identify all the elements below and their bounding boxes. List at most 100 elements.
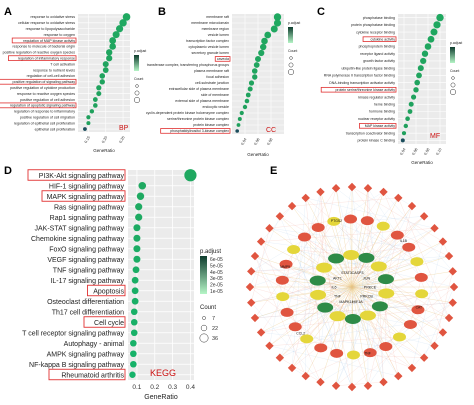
network-edge — [411, 332, 443, 368]
data-point — [130, 329, 138, 337]
network-node-diamond — [250, 251, 260, 261]
network-edge — [351, 206, 413, 288]
network-node-diamond — [247, 298, 256, 307]
data-point — [235, 129, 239, 133]
network-edge — [305, 354, 354, 377]
legend-title-size: Count — [134, 77, 143, 81]
network-node-diamond — [245, 282, 255, 292]
network-node-label: PRKCE — [364, 286, 377, 290]
network-node — [275, 275, 289, 285]
legend-size-dot — [202, 316, 206, 320]
category-label: receptor ligand activity — [360, 52, 395, 56]
data-point — [421, 50, 429, 57]
network-edge — [305, 197, 353, 288]
network-node — [378, 288, 395, 299]
data-point — [261, 37, 268, 45]
category-label: regulation of MAP kinase activity — [23, 39, 75, 43]
panel-a-go-bp: 0.15 0.20 0.25 GeneRatio response to oxidati… — [0, 13, 146, 153]
data-point — [135, 213, 143, 221]
network-node-diamond — [347, 182, 357, 192]
network-edge — [261, 332, 386, 347]
data-point — [251, 68, 258, 74]
network-node-diamond — [250, 313, 260, 323]
data-point — [244, 98, 250, 104]
category-label: Osteoclast differentiation — [47, 299, 124, 306]
panel-a-letter: A — [4, 6, 12, 18]
network-edge — [304, 236, 353, 288]
data-point — [130, 350, 137, 358]
network-node-label: CASP3 — [352, 271, 364, 275]
legend-size-dot — [287, 68, 295, 76]
network-edge — [269, 228, 409, 248]
network-node-diamond — [265, 224, 274, 233]
network-node — [309, 275, 326, 286]
x-tick-label: 0.4 — [186, 384, 195, 391]
category-label: Chemokine signaling pathway — [31, 236, 124, 243]
data-point — [270, 25, 278, 33]
network-node-diamond — [448, 298, 457, 307]
x-tick-label: 0.15 — [84, 136, 91, 144]
network-edge — [318, 226, 384, 295]
plot-area — [78, 14, 130, 132]
network-node — [360, 216, 374, 226]
data-point — [258, 49, 265, 57]
network-edge — [350, 255, 353, 288]
highlight-box — [48, 368, 126, 381]
network-edge — [293, 249, 352, 256]
category-label: protein phosphatase binding — [351, 23, 395, 27]
category-label: membrane raft — [206, 15, 229, 19]
category-label: Th17 cell differentiation — [52, 309, 124, 316]
category-label: cellular response to oxidative stress — [18, 21, 75, 25]
data-point — [417, 65, 424, 72]
network-edge — [282, 296, 418, 310]
category-label: cell-substrate junction — [195, 81, 229, 85]
data-point — [247, 86, 253, 92]
data-point — [86, 121, 91, 126]
network-edge — [351, 186, 371, 353]
data-point — [99, 79, 105, 85]
network-edge — [350, 218, 417, 262]
x-axis-label: GeneRatio — [411, 160, 433, 165]
plot-area — [398, 14, 446, 144]
network-edge — [351, 286, 371, 353]
network-node — [358, 252, 375, 263]
category-label: secretory granule lumen — [191, 51, 229, 55]
network-node-diamond — [316, 377, 325, 387]
network-node-diamond — [363, 184, 373, 193]
network-node — [371, 301, 388, 312]
category-label: response to oxygen — [44, 33, 75, 37]
network-edge — [335, 286, 353, 386]
category-label: response to lipopolysaccharide — [26, 27, 75, 31]
network-edge — [292, 197, 399, 207]
category-label: serine/threonine protein kinase complex — [167, 117, 229, 121]
x-tick-label: 0.3 — [168, 384, 177, 391]
network-edge — [318, 279, 386, 295]
highlight-box — [41, 190, 126, 202]
network-edge — [304, 236, 443, 333]
data-point — [83, 127, 87, 131]
network-edge — [305, 197, 321, 348]
category-label: cytokine receptor binding — [356, 30, 395, 34]
network-node-diamond — [438, 328, 448, 337]
x-tick-label: 0.08 — [423, 148, 430, 156]
network-edge — [291, 286, 353, 368]
network-edge — [324, 267, 399, 377]
network-node-diamond — [256, 237, 266, 246]
highlight-box — [8, 55, 77, 61]
network-edge — [279, 286, 353, 358]
network-edge — [279, 357, 321, 383]
legend-title-color: p.adjust — [450, 41, 462, 45]
legend-title-size: Count — [450, 69, 459, 73]
network-node-diamond — [407, 363, 417, 373]
network-edge — [317, 228, 435, 281]
network-edge — [351, 271, 453, 288]
network-node-diamond — [363, 381, 373, 390]
network-edge — [317, 280, 411, 325]
data-point — [408, 101, 414, 107]
network-node-diamond — [301, 371, 310, 381]
network-edge — [336, 286, 353, 354]
panel-tag: MF — [430, 133, 440, 140]
network-node-diamond — [301, 193, 310, 203]
network-node — [317, 302, 334, 313]
x-tick-label: 0.04 — [399, 148, 406, 156]
